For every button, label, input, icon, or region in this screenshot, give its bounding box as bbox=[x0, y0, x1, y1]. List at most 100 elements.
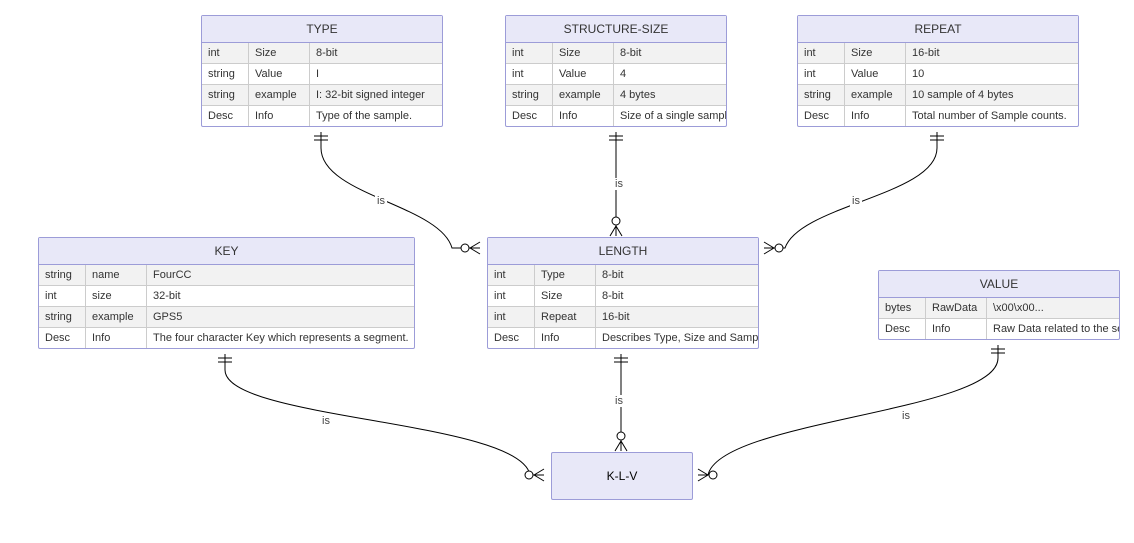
entity-structure-size: STRUCTURE-SIZEintSize8-bitintValue4strin… bbox=[505, 15, 727, 127]
cell-value: 16-bit bbox=[906, 43, 1078, 63]
edge-label: is bbox=[320, 415, 332, 427]
table-row: DescInfoType of the sample. bbox=[202, 106, 442, 126]
cell-key: example bbox=[553, 85, 614, 105]
cell-key: Info bbox=[535, 328, 596, 348]
table-row: stringexampleGPS5 bbox=[39, 307, 414, 328]
cell-key: Info bbox=[845, 106, 906, 126]
cell-value: Describes Type, Size and Sample counts. bbox=[596, 328, 758, 348]
table-row: intRepeat16-bit bbox=[488, 307, 758, 328]
cell-value: Raw Data related to the segment. bbox=[987, 319, 1119, 339]
cell-value: GPS5 bbox=[147, 307, 414, 327]
cell-key: size bbox=[86, 286, 147, 306]
entity-value: VALUEbytesRawData\x00\x00...DescInfoRaw … bbox=[878, 270, 1120, 340]
cell-type: int bbox=[506, 43, 553, 63]
cell-type: int bbox=[488, 265, 535, 285]
cell-key: name bbox=[86, 265, 147, 285]
cell-key: Value bbox=[845, 64, 906, 84]
cell-value: 8-bit bbox=[310, 43, 442, 63]
table-row: stringValueI bbox=[202, 64, 442, 85]
cell-key: Repeat bbox=[535, 307, 596, 327]
entity-header: REPEAT bbox=[798, 16, 1078, 43]
cell-key: Value bbox=[249, 64, 310, 84]
cell-value: Size of a single sample bbox=[614, 106, 726, 126]
cell-key: Value bbox=[553, 64, 614, 84]
cell-key: Type bbox=[535, 265, 596, 285]
table-row: stringexample4 bytes bbox=[506, 85, 726, 106]
cell-key: example bbox=[86, 307, 147, 327]
table-row: bytesRawData\x00\x00... bbox=[879, 298, 1119, 319]
edge-label: is bbox=[375, 195, 387, 207]
entity-header: TYPE bbox=[202, 16, 442, 43]
cell-key: Info bbox=[249, 106, 310, 126]
table-row: stringnameFourCC bbox=[39, 265, 414, 286]
cell-key: RawData bbox=[926, 298, 987, 318]
cell-type: string bbox=[506, 85, 553, 105]
cell-value: 16-bit bbox=[596, 307, 758, 327]
cell-value: 8-bit bbox=[614, 43, 726, 63]
cell-type: int bbox=[39, 286, 86, 306]
table-row: DescInfoDescribes Type, Size and Sample … bbox=[488, 328, 758, 348]
cell-type: Desc bbox=[39, 328, 86, 348]
cell-key: Info bbox=[926, 319, 987, 339]
cell-type: bytes bbox=[879, 298, 926, 318]
table-row: intSize8-bit bbox=[202, 43, 442, 64]
cell-value: 8-bit bbox=[596, 265, 758, 285]
cell-type: string bbox=[39, 265, 86, 285]
cell-type: int bbox=[798, 64, 845, 84]
cell-type: int bbox=[488, 286, 535, 306]
entity-key: KEYstringnameFourCCintsize32-bitstringex… bbox=[38, 237, 415, 349]
table-row: intSize8-bit bbox=[488, 286, 758, 307]
cell-key: Size bbox=[535, 286, 596, 306]
cell-type: string bbox=[39, 307, 86, 327]
cell-value: 8-bit bbox=[596, 286, 758, 306]
entity-repeat: REPEATintSize16-bitintValue10stringexamp… bbox=[797, 15, 1079, 127]
entity-header: VALUE bbox=[879, 271, 1119, 298]
entity-header: KEY bbox=[39, 238, 414, 265]
cell-type: int bbox=[798, 43, 845, 63]
cell-key: Size bbox=[845, 43, 906, 63]
cell-type: Desc bbox=[879, 319, 926, 339]
cell-value: FourCC bbox=[147, 265, 414, 285]
cell-type: string bbox=[798, 85, 845, 105]
edge-label: is bbox=[613, 395, 625, 407]
table-row: DescInfoTotal number of Sample counts. bbox=[798, 106, 1078, 126]
cell-key: Size bbox=[249, 43, 310, 63]
edge-label: is bbox=[850, 195, 862, 207]
cell-value: 10 bbox=[906, 64, 1078, 84]
entity-header: STRUCTURE-SIZE bbox=[506, 16, 726, 43]
table-row: intType8-bit bbox=[488, 265, 758, 286]
klv-title: K-L-V bbox=[607, 469, 638, 483]
cell-value: Type of the sample. bbox=[310, 106, 442, 126]
table-row: intSize8-bit bbox=[506, 43, 726, 64]
cell-type: int bbox=[202, 43, 249, 63]
table-row: DescInfoThe four character Key which rep… bbox=[39, 328, 414, 348]
cell-type: string bbox=[202, 85, 249, 105]
edge-label: is bbox=[900, 410, 912, 422]
table-row: intSize16-bit bbox=[798, 43, 1078, 64]
cell-type: Desc bbox=[798, 106, 845, 126]
entity-type: TYPEintSize8-bitstringValueIstringexampl… bbox=[201, 15, 443, 127]
klv-entity: K-L-V bbox=[551, 452, 693, 500]
cell-type: int bbox=[488, 307, 535, 327]
cell-key: Size bbox=[553, 43, 614, 63]
cell-key: example bbox=[249, 85, 310, 105]
table-row: intValue10 bbox=[798, 64, 1078, 85]
cell-value: 4 bbox=[614, 64, 726, 84]
cell-type: string bbox=[202, 64, 249, 84]
table-row: intValue4 bbox=[506, 64, 726, 85]
cell-value: 10 sample of 4 bytes bbox=[906, 85, 1078, 105]
cell-type: Desc bbox=[202, 106, 249, 126]
cell-key: Info bbox=[86, 328, 147, 348]
table-row: stringexample10 sample of 4 bytes bbox=[798, 85, 1078, 106]
cell-value: \x00\x00... bbox=[987, 298, 1119, 318]
table-row: intsize32-bit bbox=[39, 286, 414, 307]
table-row: DescInfoSize of a single sample bbox=[506, 106, 726, 126]
cell-key: Info bbox=[553, 106, 614, 126]
table-row: stringexampleI: 32-bit signed integer bbox=[202, 85, 442, 106]
cell-type: int bbox=[506, 64, 553, 84]
cell-value: I bbox=[310, 64, 442, 84]
cell-value: 4 bytes bbox=[614, 85, 726, 105]
cell-value: 32-bit bbox=[147, 286, 414, 306]
entity-header: LENGTH bbox=[488, 238, 758, 265]
cell-value: I: 32-bit signed integer bbox=[310, 85, 442, 105]
